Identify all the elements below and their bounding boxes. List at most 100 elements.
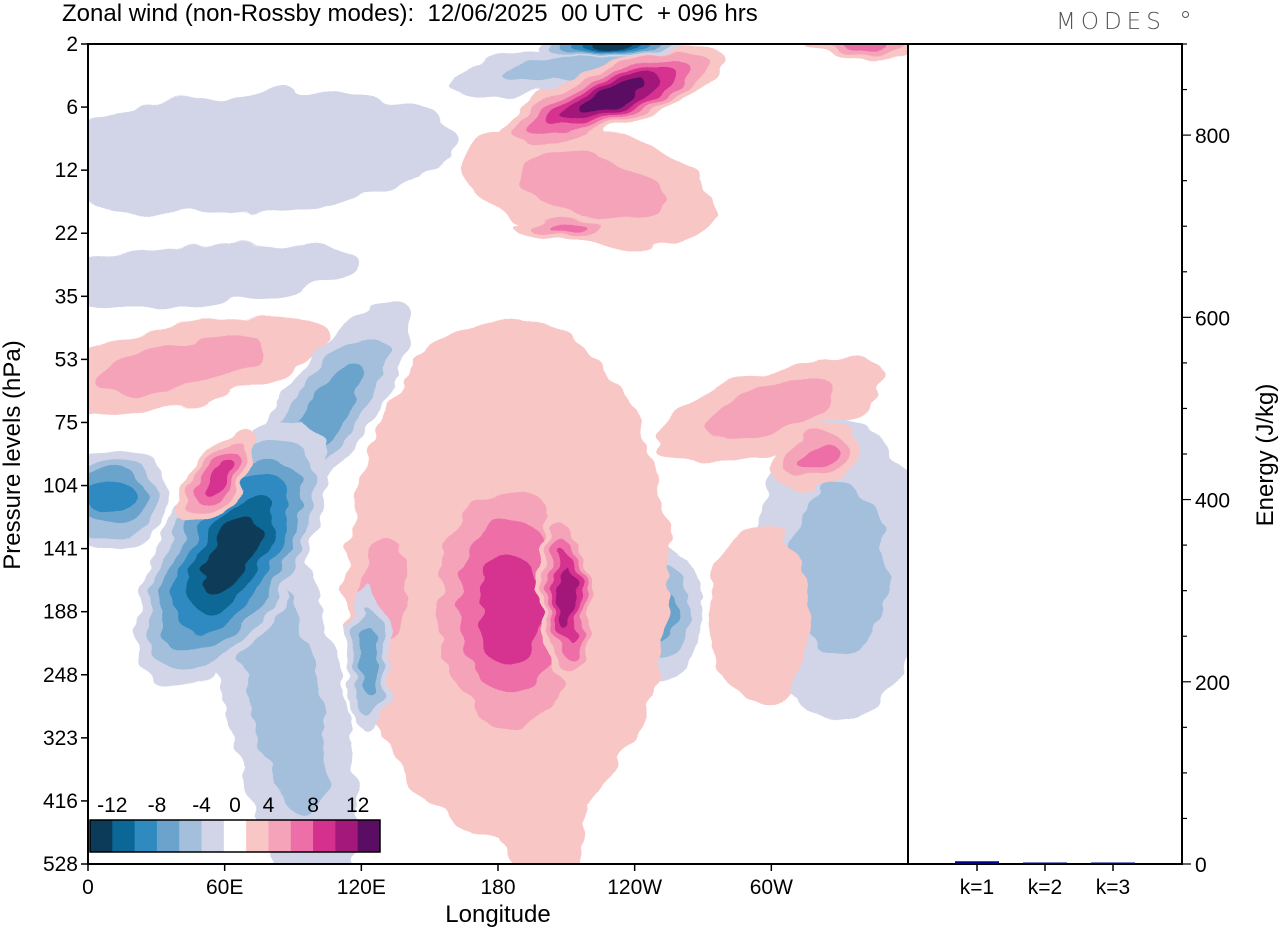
contour-level: [578, 81, 645, 112]
energy-frame: [907, 43, 1183, 865]
colorbar-swatch: [156, 820, 180, 852]
contour-level: [497, 51, 635, 84]
contour-level: [790, 483, 889, 656]
colorbar-label: 0: [229, 794, 241, 817]
y-tick-label: 6: [66, 96, 78, 119]
colorbar-label: 8: [307, 794, 319, 817]
colorbar-swatch: [179, 820, 203, 852]
y-axis-label: Pressure levels (hPa): [0, 340, 26, 569]
contour-level: [515, 151, 663, 221]
colorbar-swatch: [90, 820, 113, 852]
bar-label: k=3: [1096, 876, 1130, 899]
blob-trop-westerly-core-2: [537, 506, 595, 686]
chart-title: Zonal wind (non-Rossby modes): 12/06/202…: [62, 0, 758, 27]
colorbar-swatch: [134, 820, 158, 852]
energy-axis-label: Energy (J/kg): [1252, 384, 1279, 527]
energy-tick-label: 800: [1195, 125, 1230, 148]
colorbar-swatch: [313, 820, 336, 852]
y-tick-label: 416: [43, 790, 78, 813]
colorbar-legend: -12 -8 -4 0 4 8 12: [89, 794, 381, 853]
brand-logo: MODES: [1056, 9, 1166, 35]
blob-120e-easterly: [346, 587, 391, 738]
contour-level: [89, 479, 133, 516]
contour-level: [591, 44, 633, 49]
colorbar-swatch: [246, 820, 269, 852]
blob-upper-westerly-band: [461, 125, 717, 247]
contour-level: [203, 515, 260, 594]
blob-90w-westerly: [709, 524, 810, 705]
y-tick-label: 248: [43, 664, 78, 687]
y-tick-label: 188: [43, 601, 78, 624]
colorbar-swatch: [335, 820, 359, 852]
x-tick-label: 0: [82, 876, 94, 899]
blob-upper-easterly-band: [88, 91, 457, 216]
colorbar-swatch: [201, 820, 225, 852]
bar-label: k=2: [1028, 876, 1062, 899]
contour-level: [204, 460, 232, 496]
contour-level: [836, 44, 889, 51]
energy-bar-k=1: [955, 861, 999, 864]
y-tick-label: 75: [55, 411, 78, 434]
longitude-axis: 0 60E 120E 180 120W 60W: [82, 864, 793, 899]
contour-level: [94, 337, 264, 395]
colorbar-swatch: [112, 820, 136, 852]
contour-field: [88, 44, 908, 864]
colorbar-swatch: [357, 820, 381, 852]
x-tick-label: 120E: [337, 876, 386, 899]
blob-top-right-westerly: [802, 44, 908, 58]
colorbar-label: 12: [346, 794, 369, 817]
contour-level: [709, 524, 810, 705]
contour-level: [88, 243, 361, 308]
blob-upper-easterly-band-2: [88, 243, 361, 308]
colorbar-label: -8: [148, 794, 167, 817]
y-tick-label: 53: [55, 348, 78, 371]
contour-level: [358, 630, 378, 696]
blob-east-westerly-core: [774, 424, 860, 491]
blob-upper-jet: [498, 45, 726, 148]
y-tick-label: 2: [66, 33, 78, 56]
contour-level: [557, 567, 576, 625]
energy-bars: k=1 k=2 k=3: [955, 861, 1135, 899]
x-tick-label: 60E: [206, 876, 243, 899]
blob-midlevel-westerly: [180, 430, 256, 526]
energy-bar-k=2: [1023, 862, 1067, 864]
x-tick-label: 180: [480, 876, 515, 899]
contour-level: [88, 91, 457, 216]
y-tick-label: 323: [43, 727, 78, 750]
colorbar-label: -4: [192, 794, 211, 817]
energy-bar-k=3: [1091, 862, 1135, 864]
x-axis-label: Longitude: [445, 901, 550, 928]
blob-upper-westerly-core: [516, 216, 617, 241]
energy-tick-label: 400: [1195, 490, 1230, 513]
energy-tick-label: 0: [1195, 854, 1207, 877]
blob-west-easterly: [88, 447, 171, 548]
x-tick-label: 60W: [750, 876, 793, 899]
blob-top-easterly-core: [541, 44, 682, 58]
x-tick-label: 120W: [607, 876, 662, 899]
energy-tick-label: 600: [1195, 307, 1230, 330]
colorbar-label: 4: [263, 794, 275, 817]
y-tick-label: 528: [43, 853, 78, 876]
y-tick-label: 141: [43, 538, 78, 561]
blob-east-westerly: [656, 356, 887, 464]
colorbar-swatch: [223, 820, 247, 852]
y-tick-label: 35: [55, 285, 78, 308]
colorbar-frame: [89, 819, 381, 853]
pressure-axis: 2 6 12 22 35 53 75 104 141 188 248 323 416 528: [43, 33, 88, 876]
contour-level: [476, 553, 543, 663]
energy-tick-label: 200: [1195, 672, 1230, 695]
registered-mark-icon: [1182, 11, 1189, 18]
y-tick-label: 104: [43, 475, 78, 498]
contour-level: [544, 223, 588, 234]
colorbar-label: -12: [97, 794, 127, 817]
colorbar-swatch: [268, 820, 292, 852]
contour-level: [798, 443, 836, 473]
energy-axis: 0 200 400 600 800: [1182, 43, 1230, 877]
blob-strong-easterly-core: [135, 420, 328, 690]
bar-label: k=1: [960, 876, 994, 899]
colorbar-swatch: [290, 820, 314, 852]
y-tick-label: 12: [55, 159, 78, 182]
contour-level: [705, 379, 838, 441]
y-tick-label: 22: [55, 222, 78, 245]
